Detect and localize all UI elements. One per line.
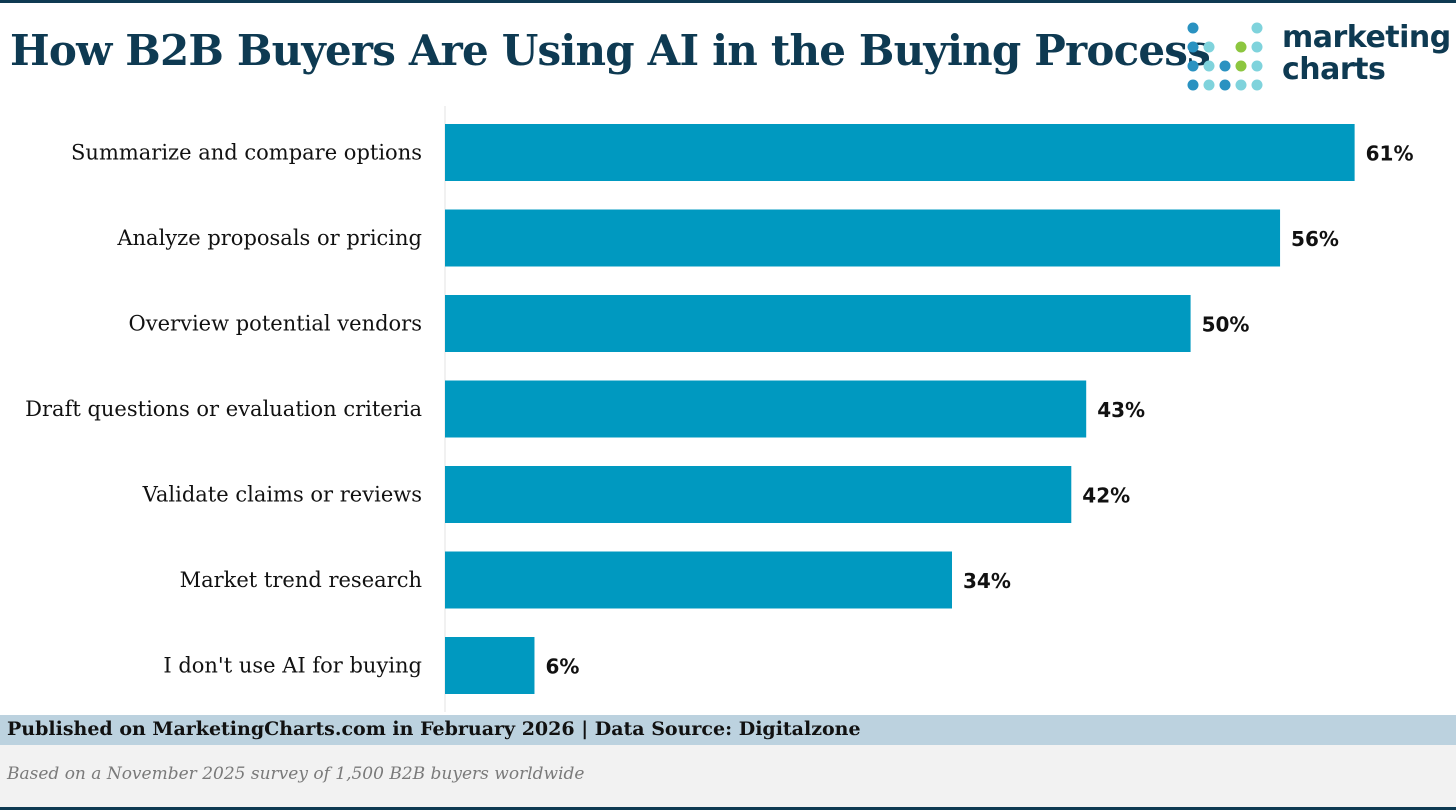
logo-dot	[1187, 22, 1199, 34]
bar	[445, 380, 1087, 438]
bar-chart: Summarize and compare options 61% Analyze …	[25, 106, 1414, 712]
bar	[445, 124, 1355, 181]
published-source-text: Published on MarketingCharts.com in Febr…	[7, 718, 861, 740]
data-label: 61%	[1366, 142, 1414, 166]
logo-line-2: charts	[1282, 52, 1386, 87]
category-label: I don't use AI for buying	[163, 654, 422, 678]
logo-dot	[1187, 79, 1199, 91]
data-label: 50%	[1202, 313, 1250, 337]
data-label: 6%	[545, 655, 579, 679]
category-label: Draft questions or evaluation criteria	[25, 397, 422, 421]
logo-dot	[1219, 79, 1231, 91]
data-label: 42%	[1082, 484, 1130, 508]
logo-dot	[1235, 41, 1247, 53]
data-label: 34%	[963, 569, 1011, 593]
bar	[445, 551, 952, 609]
logo-wordmark: marketing charts	[1282, 22, 1451, 86]
category-label: Market trend research	[180, 568, 422, 592]
logo-dot	[1251, 22, 1263, 34]
bottom-rule	[0, 807, 1456, 810]
marketing-charts-logo: marketing charts	[1186, 20, 1451, 96]
logo-dot	[1187, 60, 1199, 72]
logo-dot	[1251, 79, 1263, 91]
logo-dot	[1203, 41, 1215, 53]
top-rule	[0, 0, 1456, 3]
logo-line-1: marketing	[1282, 20, 1451, 55]
logo-dot	[1235, 60, 1247, 72]
logo-dot	[1235, 79, 1247, 91]
data-label: 56%	[1291, 227, 1339, 251]
category-label: Overview potential vendors	[129, 312, 422, 336]
chart-title: How B2B Buyers Are Using AI in the Buyin…	[10, 26, 1211, 75]
data-label: 43%	[1097, 398, 1145, 422]
logo-dot	[1251, 41, 1263, 53]
logo-dot	[1219, 60, 1231, 72]
category-label: Validate claims or reviews	[142, 483, 422, 507]
published-band: Published on MarketingCharts.com in Febr…	[0, 715, 1456, 745]
bar	[445, 637, 535, 694]
category-label: Analyze proposals or pricing	[116, 226, 422, 250]
bar	[445, 466, 1072, 523]
survey-note-band: Based on a November 2025 survey of 1,500…	[0, 745, 1456, 807]
bar	[445, 209, 1281, 267]
logo-dot	[1203, 60, 1215, 72]
bar	[445, 295, 1191, 352]
logo-dot	[1187, 41, 1199, 53]
category-label: Summarize and compare options	[71, 141, 422, 165]
survey-note-text: Based on a November 2025 survey of 1,500…	[7, 764, 585, 784]
logo-dots-icon	[1187, 22, 1263, 91]
logo-dot	[1251, 60, 1263, 72]
logo-dot	[1203, 79, 1215, 91]
